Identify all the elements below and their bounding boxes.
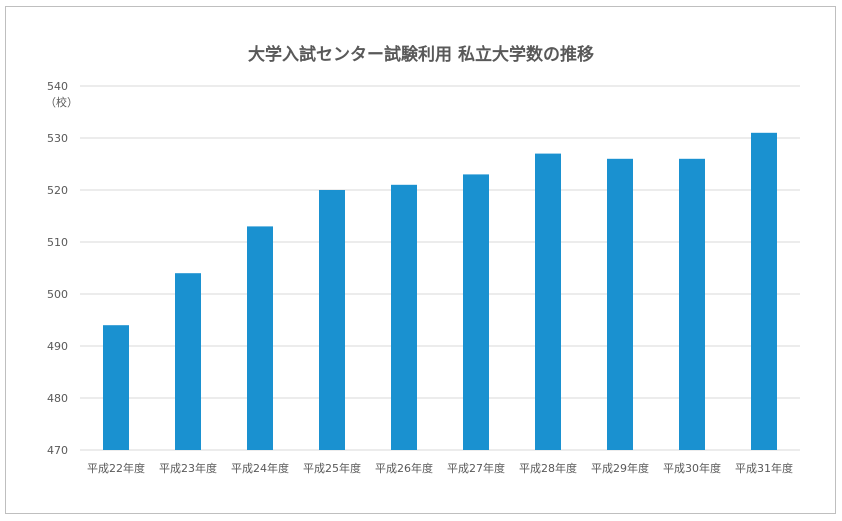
x-tick-label: 平成26年度 xyxy=(375,461,433,475)
bar xyxy=(247,226,273,450)
bar xyxy=(391,184,417,451)
x-tick-label: 平成23年度 xyxy=(159,461,217,475)
x-tick-label: 平成31年度 xyxy=(735,461,793,475)
y-axis-unit-label: （校） xyxy=(45,95,78,109)
y-axis-ticks: 470 480 490 500 510 520 530 540 xyxy=(47,80,68,457)
bar xyxy=(319,190,345,450)
x-tick-label: 平成30年度 xyxy=(663,461,721,475)
y-tick-label: 510 xyxy=(47,236,68,249)
bar xyxy=(535,153,561,450)
bar xyxy=(607,158,633,451)
x-axis-ticks: 平成22年度 平成23年度 平成24年度 平成25年度 平成26年度 平成27年度 平成28… xyxy=(87,461,793,475)
y-tick-label: 520 xyxy=(47,184,68,197)
x-tick-label: 平成27年度 xyxy=(447,461,505,475)
bars xyxy=(103,132,777,451)
y-tick-label: 500 xyxy=(47,288,68,301)
chart-title: 大学入試センター試験利用 私立大学数の推移 xyxy=(248,44,594,65)
y-tick-label: 480 xyxy=(47,392,68,405)
bar xyxy=(463,174,489,450)
bar xyxy=(175,273,201,450)
y-tick-label: 530 xyxy=(47,132,68,145)
bar xyxy=(679,158,705,451)
bar xyxy=(751,132,777,451)
x-tick-label: 平成28年度 xyxy=(519,461,577,475)
x-tick-label: 平成29年度 xyxy=(591,461,649,475)
x-tick-label: 平成25年度 xyxy=(303,461,361,475)
x-tick-label: 平成22年度 xyxy=(87,461,145,475)
y-tick-label: 540 xyxy=(47,80,68,93)
x-tick-label: 平成24年度 xyxy=(231,461,289,475)
y-tick-label: 490 xyxy=(47,340,68,353)
y-tick-label: 470 xyxy=(47,444,68,457)
bar xyxy=(103,325,129,450)
